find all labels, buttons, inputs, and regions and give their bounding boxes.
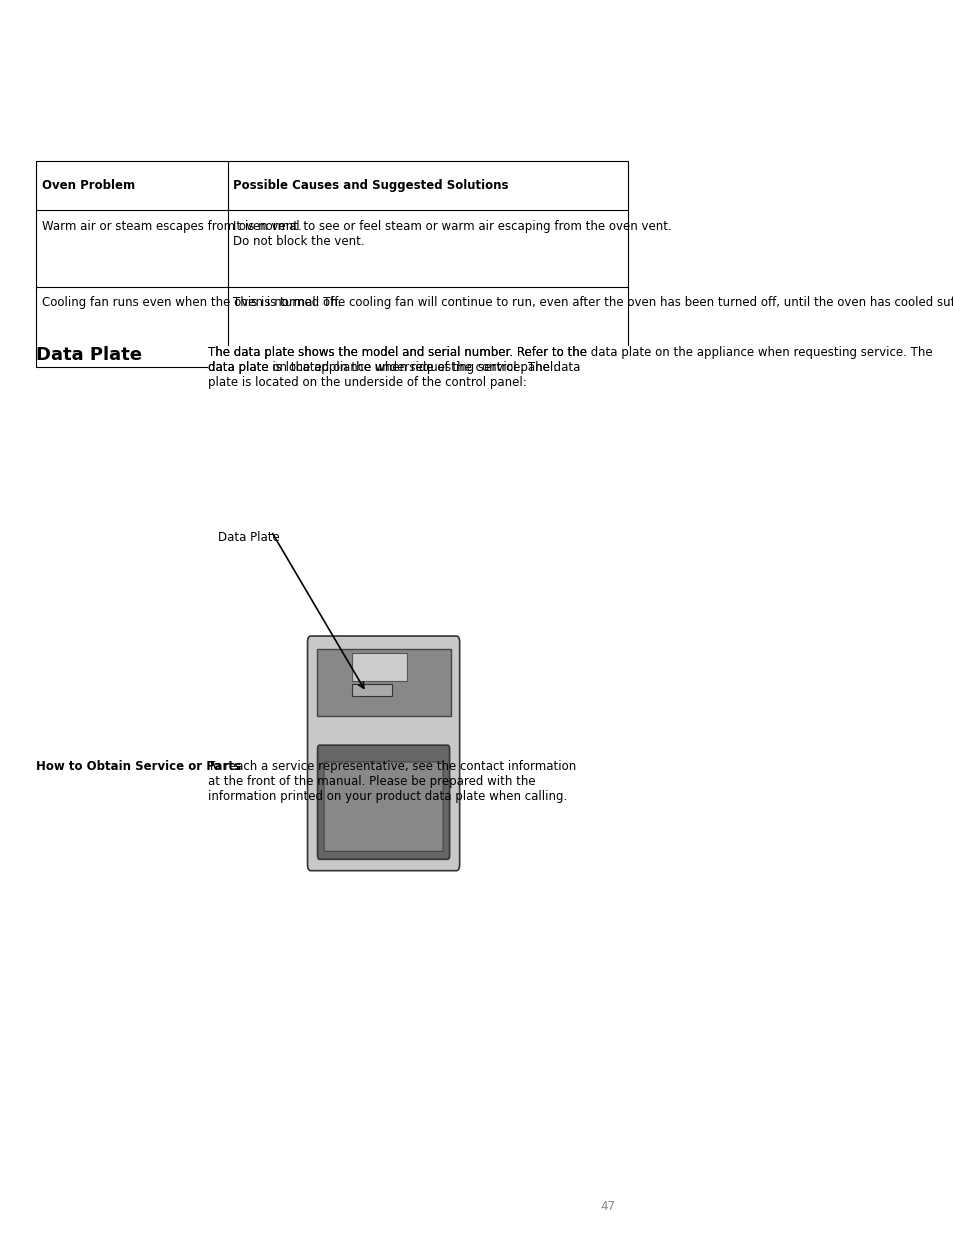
Bar: [352, 684, 392, 697]
Text: The data plate shows the model and serial number. Refer to the data plate on the: The data plate shows the model and seria…: [208, 346, 932, 374]
Text: Warm air or steam escapes from oven vent.: Warm air or steam escapes from oven vent…: [42, 220, 301, 233]
Bar: [316, 650, 450, 715]
FancyBboxPatch shape: [324, 762, 442, 851]
Bar: [36, 161, 628, 367]
Text: Possible Causes and Suggested Solutions: Possible Causes and Suggested Solutions: [233, 179, 509, 191]
FancyBboxPatch shape: [307, 636, 459, 871]
FancyBboxPatch shape: [317, 745, 449, 860]
Text: How to Obtain Service or Parts: How to Obtain Service or Parts: [36, 760, 241, 773]
Text: Data Plate: Data Plate: [36, 346, 142, 364]
Text: It is normal to see or feel steam or warm air escaping from the oven vent.
Do no: It is normal to see or feel steam or war…: [233, 220, 672, 248]
Text: The data plate shows the model and serial number. Refer to the
data plate on the: The data plate shows the model and seria…: [208, 346, 587, 389]
Text: This is normal. The cooling fan will continue to run, even after the oven has be: This is normal. The cooling fan will con…: [233, 296, 953, 310]
Text: Oven Problem: Oven Problem: [42, 179, 134, 191]
Bar: [352, 653, 406, 680]
Text: To reach a service representative, see the contact information
at the front of t: To reach a service representative, see t…: [208, 760, 576, 803]
Text: Data Plate: Data Plate: [218, 531, 279, 543]
Text: 47: 47: [599, 1199, 615, 1213]
Text: Cooling fan runs even when the oven is turned off.: Cooling fan runs even when the oven is t…: [42, 296, 340, 310]
